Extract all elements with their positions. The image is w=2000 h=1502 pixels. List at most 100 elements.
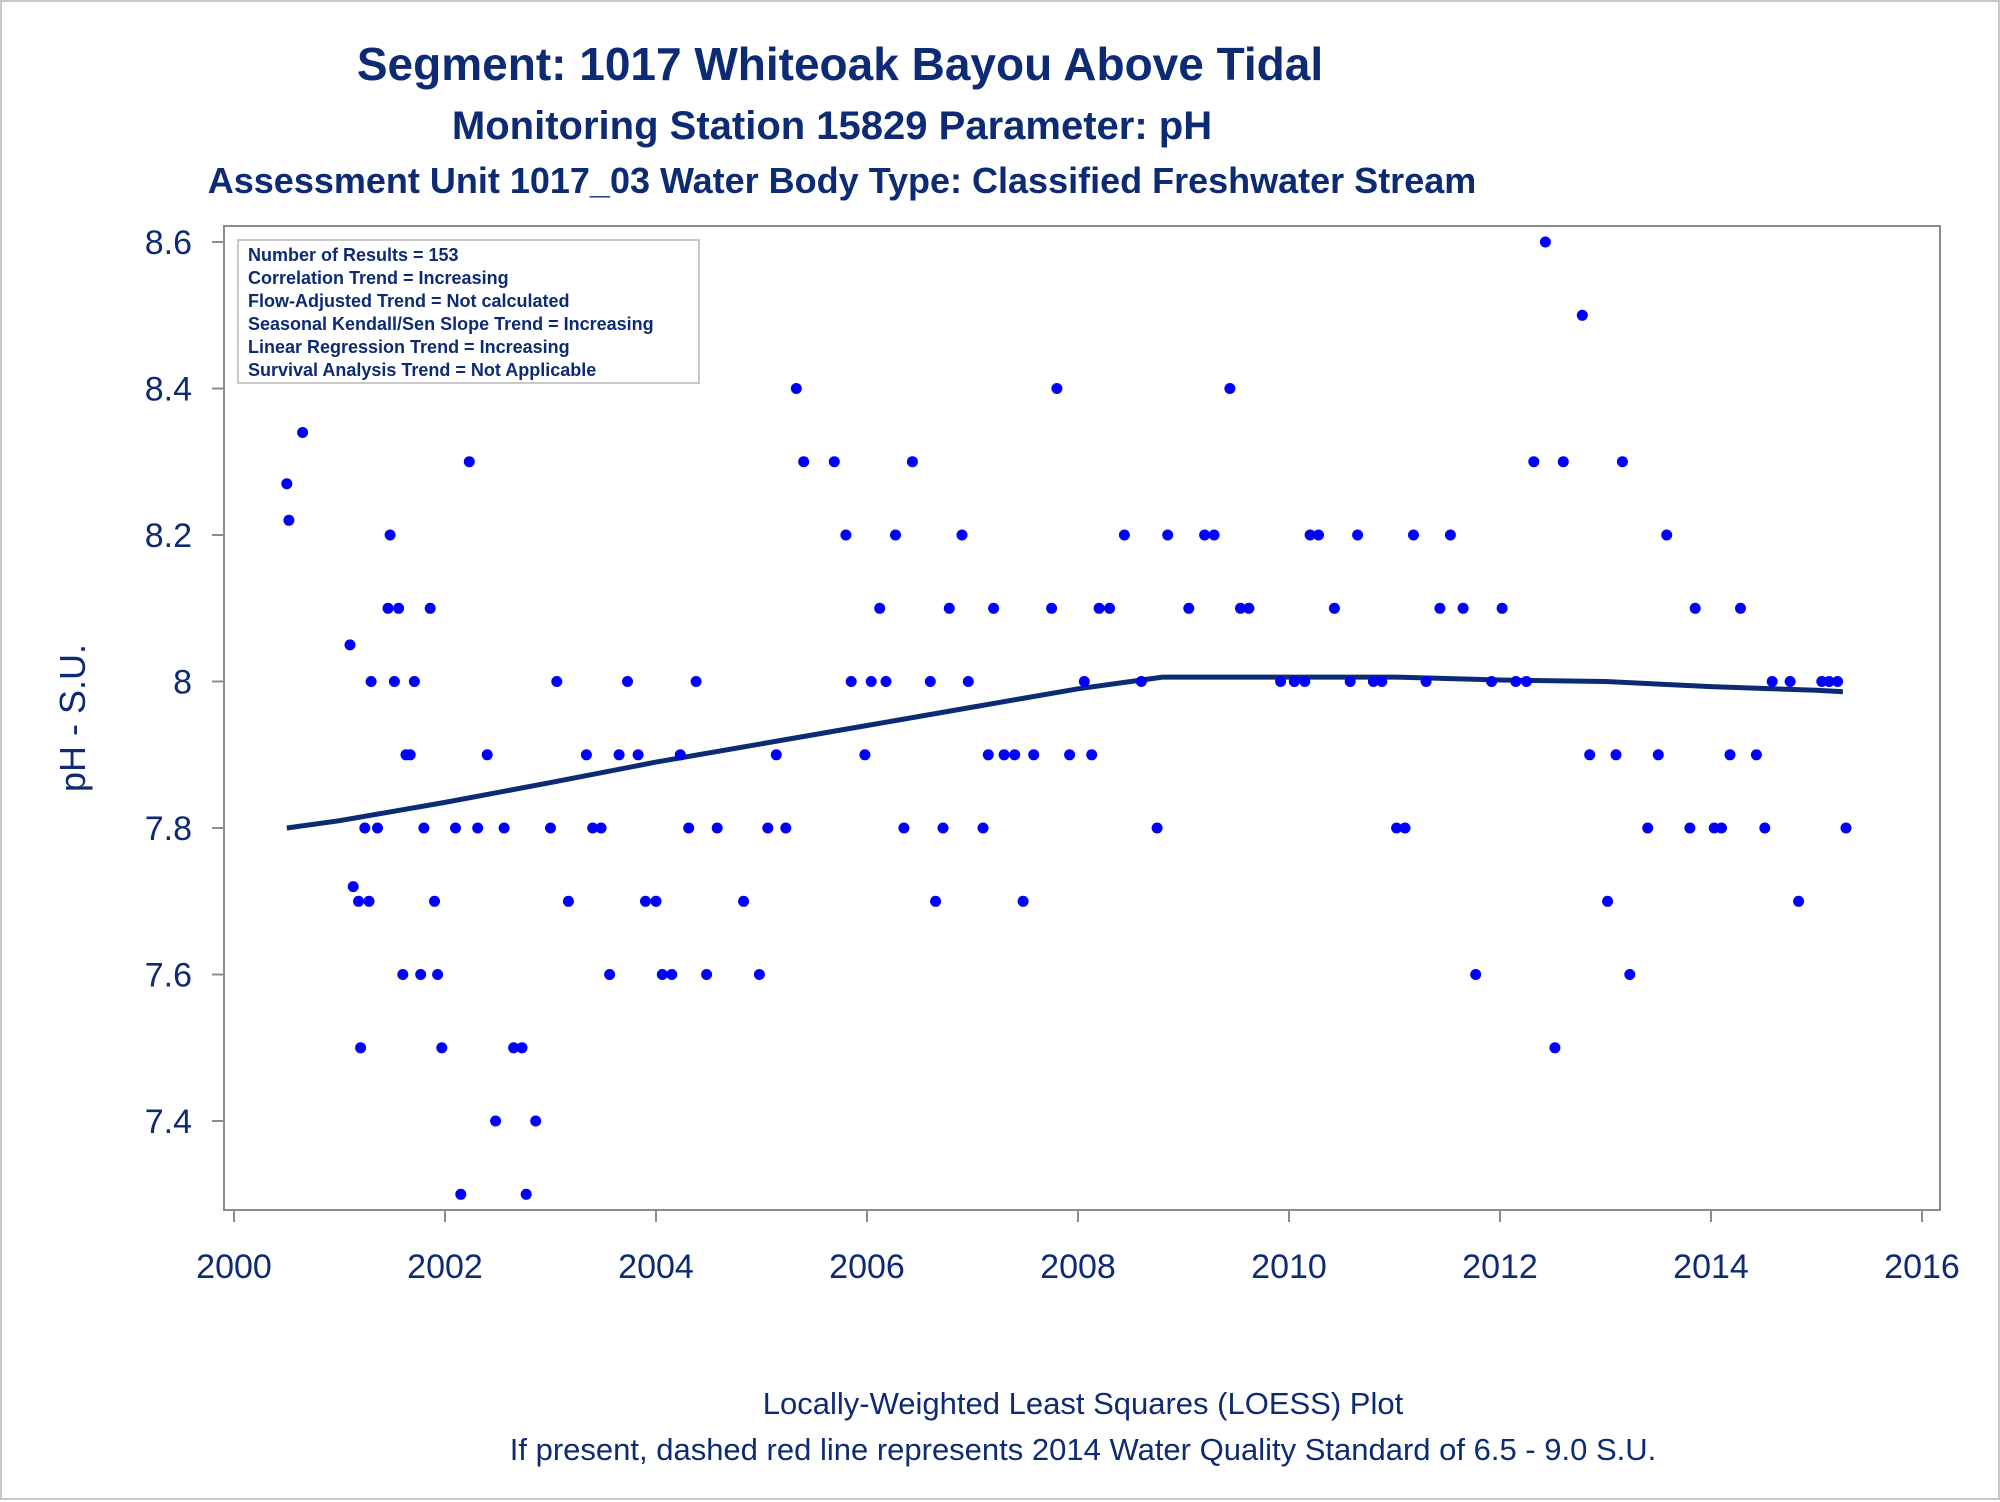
y-axis-ticks: 7.4 7.6 7.8 8 8.2 8.4 8.6 (145, 224, 224, 1141)
y-tick-label: 7.8 (145, 810, 192, 848)
data-point (1208, 529, 1220, 541)
data-point (1304, 529, 1316, 541)
data-point (1224, 383, 1236, 394)
loess-curve (286, 674, 1844, 831)
data-point (1724, 749, 1736, 761)
data-point (874, 602, 886, 614)
data-point (382, 602, 394, 614)
data-point (701, 969, 713, 980)
data-point (962, 676, 974, 687)
data-point (1086, 749, 1098, 761)
data-point (1275, 676, 1287, 687)
data-point (551, 676, 563, 687)
data-point (1420, 676, 1432, 687)
data-point (1661, 529, 1673, 541)
data-point (828, 456, 840, 468)
data-point (1557, 456, 1569, 468)
data-point (1162, 529, 1174, 541)
x-tick-label: 2000 (196, 1248, 272, 1286)
y-axis-label: pH - S.U. (52, 644, 93, 792)
data-point (355, 1042, 367, 1054)
chart-subtitle-2: Assessment Unit 1017_03 Water Body Type:… (208, 160, 1477, 201)
data-point (859, 749, 871, 761)
data-point (418, 822, 430, 834)
data-point (1584, 749, 1596, 761)
data-point (432, 969, 444, 980)
y-tick-label: 8 (173, 664, 192, 702)
data-point (890, 529, 901, 541)
y-tick-label: 8.6 (145, 224, 192, 262)
data-point (359, 822, 371, 834)
data-point (1376, 676, 1388, 687)
data-point (898, 822, 910, 834)
data-point (1457, 602, 1469, 614)
data-point (943, 602, 955, 614)
data-point (798, 456, 810, 468)
data-point (562, 895, 574, 907)
info-box-border (237, 239, 700, 384)
data-point (1486, 676, 1498, 687)
data-point (424, 602, 436, 614)
data-point (1549, 1042, 1561, 1054)
data-point (1093, 602, 1105, 614)
data-point (845, 676, 857, 687)
data-point (490, 1115, 502, 1127)
data-point (516, 1042, 528, 1054)
data-point (674, 749, 686, 761)
info-box-line: Seasonal Kendall/Sen Slope Trend = Incre… (248, 314, 654, 334)
footnote-loess: Locally-Weighted Least Squares (LOESS) P… (763, 1386, 1404, 1421)
data-point (365, 676, 377, 687)
data-point (1367, 676, 1379, 687)
data-point (1840, 822, 1852, 834)
data-point (520, 1188, 532, 1200)
info-box-line: Flow-Adjusted Trend = Not calculated (248, 291, 570, 311)
data-point (613, 749, 625, 761)
data-point (1602, 895, 1614, 907)
data-point (1299, 676, 1311, 687)
chart-title: Segment: 1017 Whiteoak Bayou Above Tidal (357, 38, 1323, 90)
data-point (436, 1042, 448, 1054)
x-tick-label: 2014 (1673, 1248, 1749, 1286)
data-point (1539, 236, 1551, 248)
data-point (1510, 676, 1522, 687)
data-point (666, 969, 678, 980)
data-point (408, 676, 420, 687)
data-point (1470, 969, 1482, 980)
plot-area (223, 225, 1941, 1211)
data-point (1352, 529, 1364, 541)
data-point (1610, 749, 1622, 761)
data-point (956, 529, 968, 541)
data-point (1051, 383, 1063, 394)
data-point (988, 602, 1000, 614)
x-tick-label: 2004 (618, 1248, 694, 1286)
data-point (1684, 822, 1696, 834)
data-point (283, 514, 295, 526)
data-point (587, 822, 599, 834)
data-point (632, 749, 644, 761)
data-point (865, 676, 877, 687)
data-point (1243, 602, 1255, 614)
data-point (930, 895, 942, 907)
data-point (595, 822, 607, 834)
y-tick-label: 8.2 (145, 517, 192, 555)
data-point (388, 676, 400, 687)
data-point (363, 895, 375, 907)
data-point (1784, 676, 1796, 687)
data-point (1078, 676, 1090, 687)
data-point (1009, 749, 1021, 761)
x-tick-label: 2016 (1884, 1248, 1960, 1286)
data-point (372, 822, 383, 834)
data-point (840, 529, 852, 541)
data-point (924, 676, 936, 687)
data-point (1766, 676, 1778, 687)
data-point (1642, 822, 1654, 834)
data-point (397, 969, 409, 980)
data-point (1313, 529, 1324, 541)
data-point (1135, 676, 1147, 687)
data-point (1496, 602, 1508, 614)
data-point (937, 822, 949, 834)
x-axis-ticks: 2000 2002 2004 2006 2008 2010 2012 2014 2016 (196, 1210, 1960, 1286)
data-point (1520, 676, 1532, 687)
data-point (530, 1115, 542, 1127)
